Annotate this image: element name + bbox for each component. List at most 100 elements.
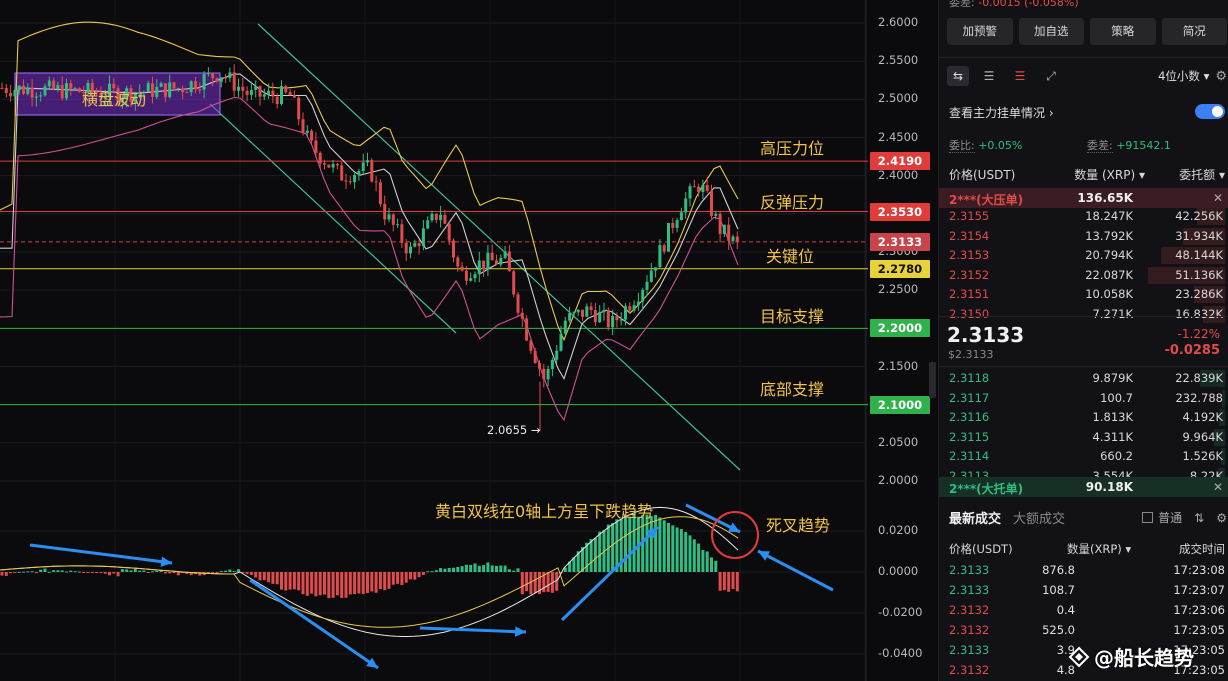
big-bid-row[interactable]: 2***(大托单) 90.18K ✕ xyxy=(939,477,1228,497)
macd-bar xyxy=(340,572,344,598)
candle-body xyxy=(679,212,683,221)
trade-qty: 3.9 xyxy=(1056,643,1075,657)
candle-body xyxy=(615,316,619,321)
macd-bar xyxy=(529,572,533,595)
add-alert-button[interactable]: 加预警 xyxy=(947,18,1013,45)
mainforce-orders-link[interactable]: 查看主力挂单情况 › xyxy=(949,106,1054,120)
candle-body xyxy=(224,77,228,79)
bid-row[interactable]: 2.3117 100.7 232.788 xyxy=(939,389,1228,408)
bid-price: 2.3117 xyxy=(949,390,990,405)
candle-body xyxy=(120,98,124,103)
strategy-button[interactable]: 策略 xyxy=(1090,18,1156,45)
macd-bar xyxy=(314,572,318,597)
macd-bar xyxy=(684,532,688,572)
high-resistance-label: 高压力位 xyxy=(760,139,825,158)
bid-row[interactable]: 2.3118 9.879K 22.839K xyxy=(939,369,1228,388)
ask-row[interactable]: 2.3155 18.247K 42.256K xyxy=(939,207,1228,226)
candle-body xyxy=(671,223,675,228)
candle-body xyxy=(202,74,206,90)
close-icon[interactable]: ✕ xyxy=(1212,480,1223,494)
bid-row[interactable]: 2.3114 660.2 1.526K xyxy=(939,447,1228,466)
tab-latest-trades[interactable]: 最新成交 xyxy=(949,512,1002,527)
overview-button[interactable]: 简况 xyxy=(1161,18,1227,45)
candle-body xyxy=(516,294,520,313)
ask-total: 31.934K xyxy=(1175,228,1223,243)
trade-qty-header[interactable]: 数量(XRP) ▾ xyxy=(1067,542,1132,556)
bid-qty: 100.7 xyxy=(1100,390,1133,405)
total-column-header[interactable]: 委托额 ▾ xyxy=(1179,168,1225,182)
candle-body xyxy=(684,198,688,213)
ask-price: 2.3153 xyxy=(949,248,990,262)
candle-body xyxy=(288,92,292,96)
candle-body xyxy=(550,359,554,370)
close-icon[interactable]: ✕ xyxy=(1212,191,1223,205)
gear-icon[interactable]: ⚙ xyxy=(1215,68,1227,84)
both-sides-view-icon[interactable]: ⇆ xyxy=(947,66,969,86)
panel-collapse-handle[interactable] xyxy=(929,362,936,398)
candle-body xyxy=(585,306,589,317)
ask-row[interactable]: 2.3153 20.794K 48.144K xyxy=(939,246,1228,265)
chart-canvas[interactable] xyxy=(0,0,936,681)
macd-bar xyxy=(172,572,176,574)
macd-bar xyxy=(43,568,47,572)
macd-bar xyxy=(318,572,322,596)
depth-bar xyxy=(1222,389,1225,407)
candle-body xyxy=(22,85,25,94)
candle-body xyxy=(447,223,451,241)
candle-body xyxy=(280,86,283,105)
candle-body xyxy=(718,213,722,234)
sort-icon[interactable]: ⇅ xyxy=(1194,510,1205,525)
candle-body xyxy=(211,72,215,79)
macd-bar xyxy=(237,569,240,572)
macd-bar xyxy=(718,572,722,591)
big-ask-row[interactable]: 2***(大压单) 136.65K ✕ xyxy=(939,188,1228,208)
candle-body xyxy=(464,270,468,281)
trade-time: 17:23:05 xyxy=(1173,663,1225,677)
macd-bar xyxy=(112,572,116,574)
add-watchlist-button[interactable]: 加自选 xyxy=(1018,18,1084,45)
macd-bar xyxy=(645,514,649,572)
decimals-select[interactable]: 4位小数 ▾ xyxy=(1158,69,1210,83)
kline-chart[interactable]: 2.60002.55002.50002.45002.40002.35002.30… xyxy=(0,0,936,681)
ask-row[interactable]: 2.3154 13.792K 31.934K xyxy=(939,227,1228,246)
bid-price: 2.3114 xyxy=(949,449,990,463)
candle-body xyxy=(215,78,219,82)
bid-row[interactable]: 2.3115 4.311K 9.964K xyxy=(939,428,1228,447)
mainforce-toggle[interactable] xyxy=(1195,104,1225,119)
macd-bar xyxy=(348,572,352,595)
macd-bar xyxy=(258,572,262,581)
ask-row[interactable]: 2.3150 7.271K 16.832K xyxy=(939,305,1228,324)
bid-qty: 660.2 xyxy=(1100,449,1133,463)
settings-icon[interactable]: ⚙ xyxy=(1216,510,1227,525)
macd-bar xyxy=(370,572,374,592)
trade-time: 17:23:06 xyxy=(1173,603,1225,617)
bid-row[interactable]: 2.3116 1.813K 4.192K xyxy=(939,408,1228,427)
macd-bar xyxy=(658,517,662,572)
candle-body xyxy=(168,82,172,98)
trade-price: 2.3132 xyxy=(949,603,990,617)
macd-bar xyxy=(30,571,34,573)
lower-band-line xyxy=(0,96,739,422)
macd-bar xyxy=(452,567,455,572)
candle-body xyxy=(292,95,296,98)
normal-checkbox[interactable]: 普通 xyxy=(1142,509,1182,526)
asks-view-icon[interactable]: ☰ xyxy=(1014,69,1026,83)
macd-bar xyxy=(65,571,68,573)
candle-body xyxy=(568,313,572,321)
candle-body xyxy=(675,220,679,228)
macd-bar xyxy=(103,572,107,574)
candle-body xyxy=(198,89,202,91)
ask-total: 48.144K xyxy=(1175,248,1223,262)
ask-row[interactable]: 2.3151 10.058K 23.286K xyxy=(939,285,1228,304)
macd-bar xyxy=(215,572,219,574)
qty-column-header[interactable]: 数量 (XRP) ▾ xyxy=(1074,168,1145,182)
macd-bar xyxy=(447,567,451,572)
expand-view-icon[interactable]: ⤢ xyxy=(1046,68,1056,83)
depth-bar xyxy=(1161,247,1225,264)
macd-bar xyxy=(611,523,615,572)
macd-bar xyxy=(426,571,430,573)
bids-view-icon[interactable]: ☰ xyxy=(983,69,995,83)
tab-large-trades[interactable]: 大额成交 xyxy=(1013,512,1066,527)
ask-row[interactable]: 2.3152 22.087K 51.136K xyxy=(939,266,1228,285)
ask-qty: 13.792K xyxy=(1085,228,1133,243)
